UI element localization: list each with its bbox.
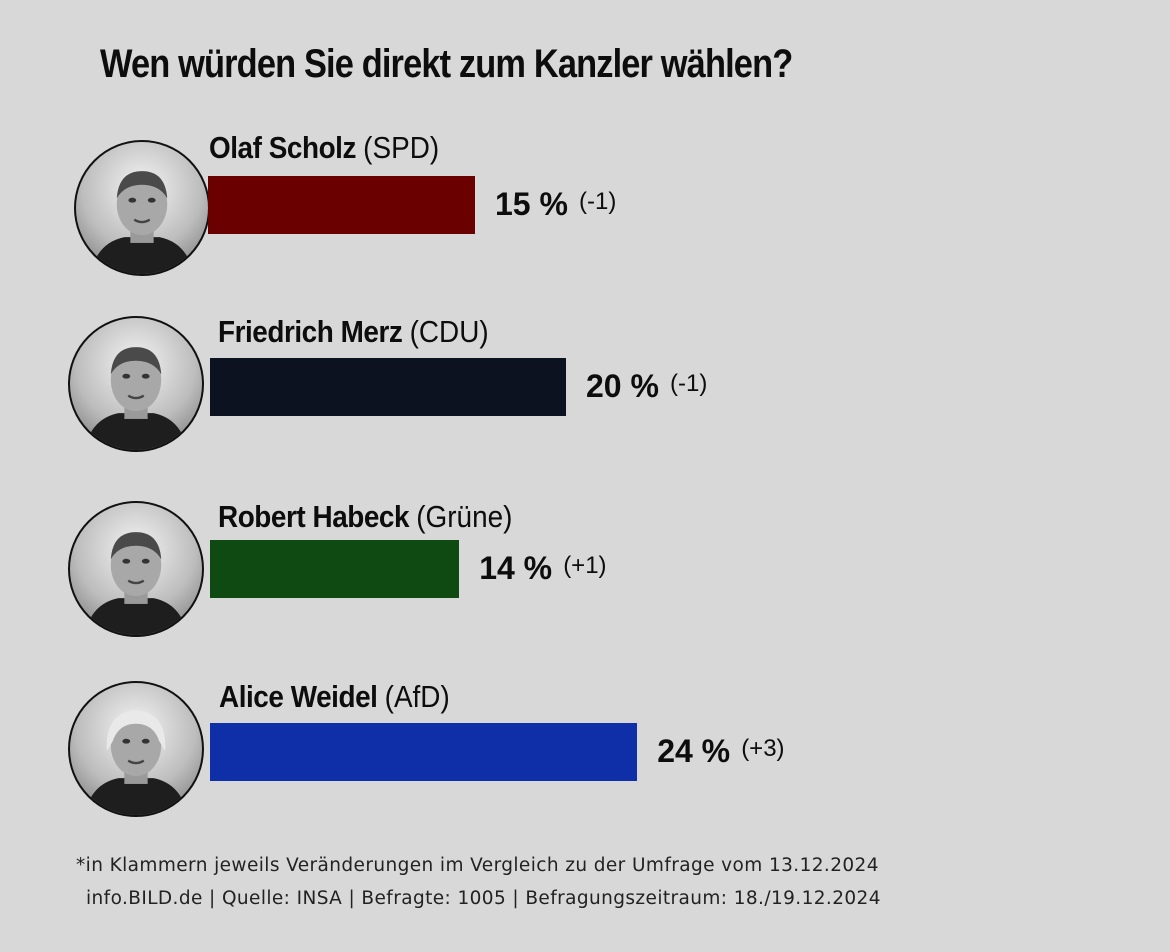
- footnote: *in Klammern jeweils Veränderungen im Ve…: [76, 855, 879, 876]
- change-label: (+1): [563, 552, 607, 579]
- portrait-man-icon: [68, 316, 204, 452]
- candidate-label: Robert Habeck (Grüne): [218, 499, 512, 535]
- candidate-party: (SPD): [363, 130, 440, 165]
- chart-title: Wen würden Sie direkt zum Kanzler wählen…: [100, 42, 793, 86]
- bar: [210, 540, 460, 598]
- change-label: (-1): [579, 188, 617, 215]
- portrait-man-icon: [68, 501, 204, 637]
- candidate-row: Olaf Scholz (SPD) 15 % (-1): [0, 118, 1170, 308]
- candidate-row: Alice Weidel (AfD) 24 % (+3): [0, 665, 1170, 855]
- candidate-party: (Grüne): [416, 499, 513, 534]
- value-label: 20 %: [586, 368, 659, 404]
- portrait-man-icon: [74, 140, 210, 276]
- candidate-label: Alice Weidel (AfD): [219, 679, 450, 715]
- candidate-party: (AfD): [384, 679, 450, 714]
- candidate-label: Friedrich Merz (CDU): [218, 314, 489, 350]
- bar: [210, 723, 638, 781]
- value-label: 14 %: [479, 550, 553, 586]
- bar: [210, 358, 566, 416]
- bar: [208, 176, 475, 234]
- change-label: (-1): [670, 370, 708, 397]
- candidate-name: Friedrich Merz: [218, 314, 403, 349]
- source-line: info.BILD.de | Quelle: INSA | Befragte: …: [86, 888, 881, 909]
- portrait-woman-icon: [68, 681, 204, 817]
- value-label: 15 %: [495, 186, 568, 222]
- candidate-party: (CDU): [409, 314, 489, 349]
- candidate-row: Friedrich Merz (CDU) 20 % (-1): [0, 300, 1170, 490]
- candidate-label: Olaf Scholz (SPD): [209, 130, 439, 166]
- candidate-row: Robert Habeck (Grüne) 14 % (+1): [0, 485, 1170, 675]
- candidate-name: Robert Habeck: [218, 499, 410, 534]
- value-label: 24 %: [657, 733, 731, 769]
- change-label: (+3): [741, 735, 785, 762]
- candidate-name: Alice Weidel: [219, 679, 378, 714]
- candidate-name: Olaf Scholz: [209, 130, 356, 165]
